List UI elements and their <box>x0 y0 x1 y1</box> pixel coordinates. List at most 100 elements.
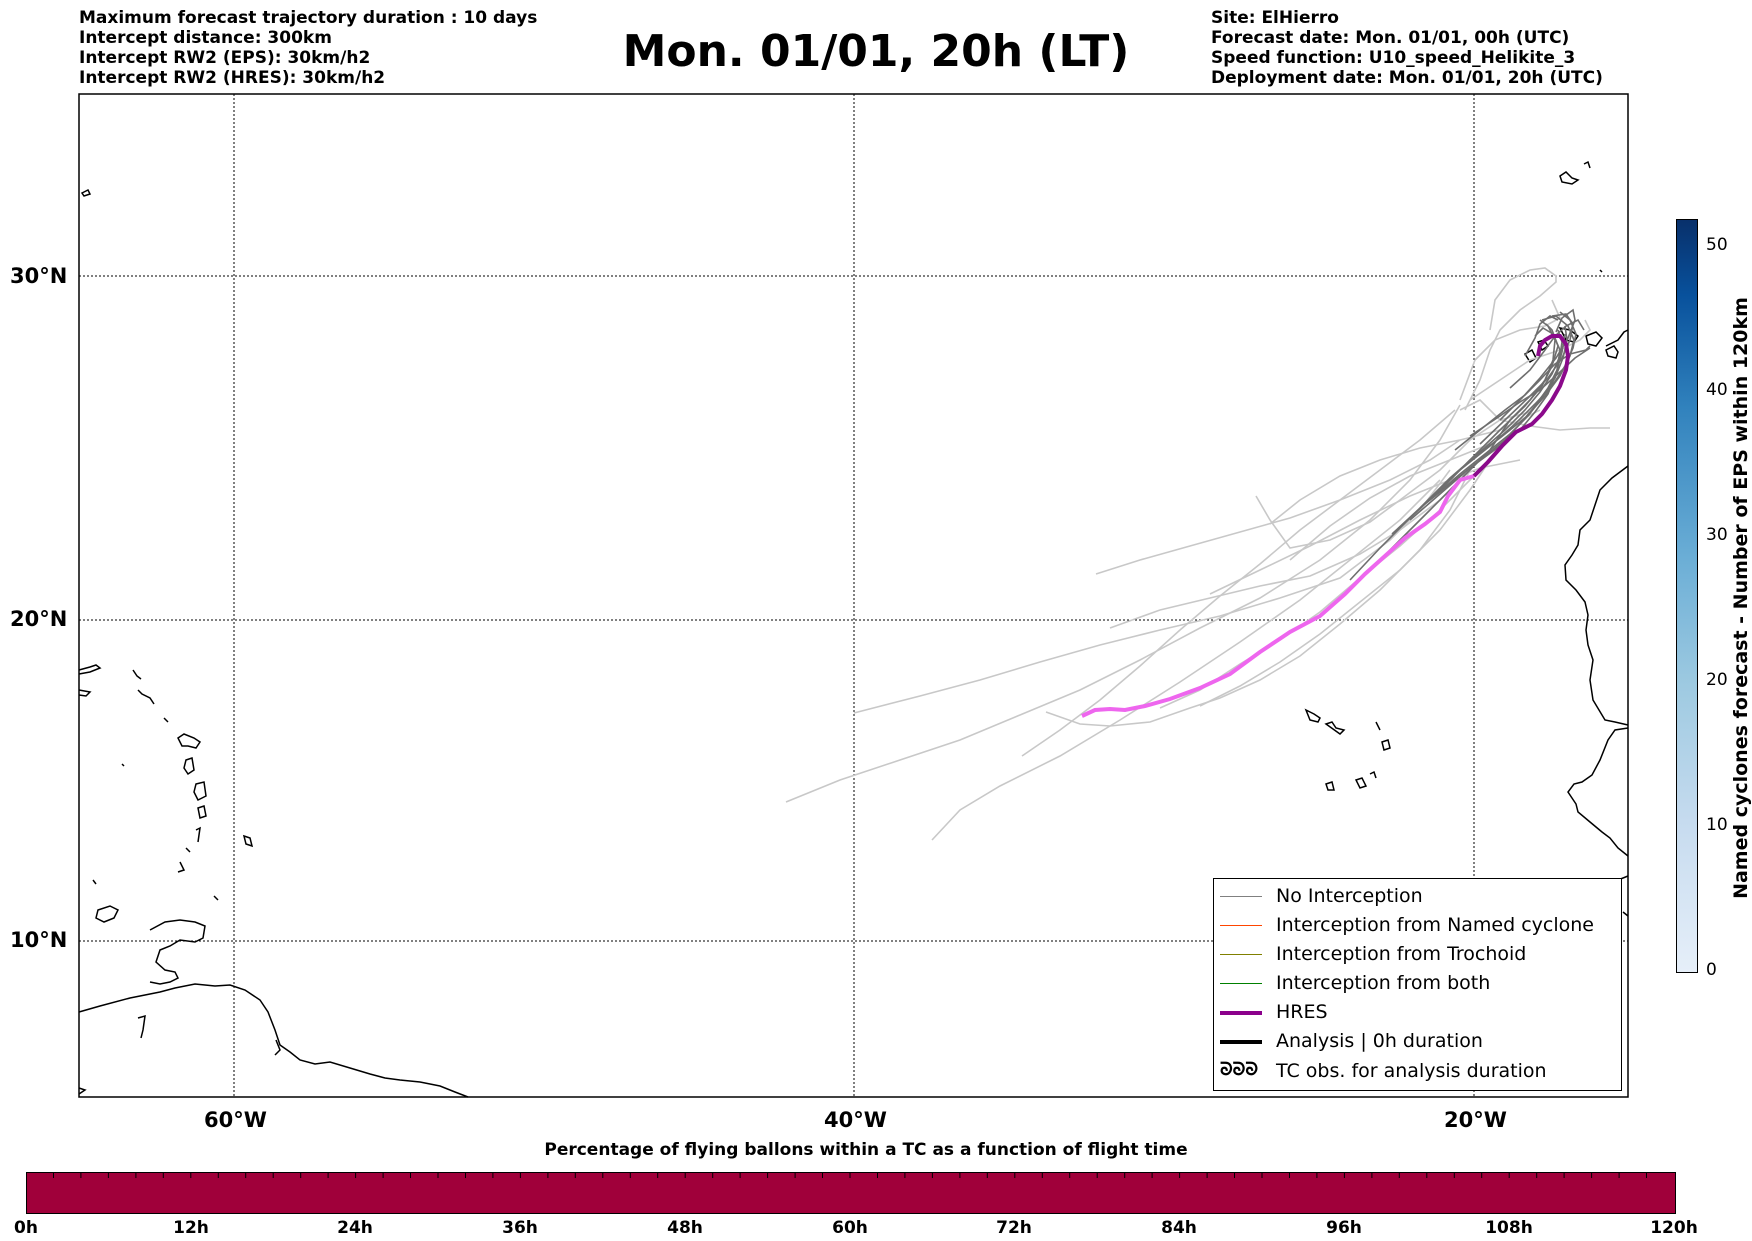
colorbar-tick: 0 <box>1706 960 1717 980</box>
legend-label: Analysis | 0h duration <box>1276 1030 1483 1052</box>
coast-barbados <box>242 834 254 848</box>
tc-obs-symbol-icon: ᘐᘐᘐ <box>1220 1059 1259 1080</box>
coast-cape-verde-island <box>1354 777 1368 789</box>
eps-trajectories-dark <box>1349 308 1591 581</box>
coast-island <box>177 861 186 873</box>
lat-label: 30°N <box>10 264 68 288</box>
legend-item: Interception from Named cyclone <box>1214 912 1621 940</box>
coast-venezuela <box>149 919 206 985</box>
flight-time-tick: 96h <box>1326 1218 1362 1238</box>
legend-item: HRES <box>1214 999 1621 1027</box>
coast-island <box>163 717 169 723</box>
header-left-line: Intercept distance: 300km <box>79 28 332 48</box>
map-legend: No Interception Interception from Named … <box>1213 878 1622 1091</box>
coast-cape-verde-island <box>1375 721 1381 731</box>
coast-island <box>121 763 125 767</box>
legend-item: Analysis | 0h duration <box>1214 1028 1621 1056</box>
coast-martinique <box>193 781 207 802</box>
colorbar-tick: 50 <box>1706 235 1728 255</box>
legend-swatch <box>1220 1040 1262 1044</box>
eps-trajectory <box>1095 439 1461 575</box>
legend-label: No Interception <box>1276 885 1423 907</box>
coast-cape-verde-island <box>1381 739 1391 751</box>
flight-time-tick: 72h <box>996 1218 1032 1238</box>
coast-cape-verde-island <box>1324 721 1346 735</box>
legend-swatch <box>1220 925 1262 926</box>
flight-time-tick: 108h <box>1485 1218 1533 1238</box>
coast-island <box>213 895 219 901</box>
eps-trajectory <box>1255 411 1531 549</box>
coast-island <box>195 826 201 843</box>
lon-label: 20°W <box>1444 1108 1507 1132</box>
flight-time-tick: 60h <box>832 1218 868 1238</box>
page-title: Mon. 01/01, 20h (LT) <box>622 26 1130 77</box>
graticule <box>79 94 1628 1097</box>
eps-count-colorbar <box>1676 219 1698 973</box>
coast-africa-north <box>1564 465 1629 726</box>
legend-label: HRES <box>1276 1001 1328 1023</box>
flight-time-colorbar <box>26 1172 1676 1214</box>
coast-island <box>1583 160 1591 169</box>
eps-trajectories-light <box>785 267 1610 841</box>
header-left-line: Maximum forecast trajectory duration : 1… <box>79 8 538 28</box>
header-left-line: Intercept RW2 (EPS): 30km/h2 <box>79 48 371 68</box>
colorbar-tick: 20 <box>1706 670 1728 690</box>
coast-island <box>132 669 142 680</box>
legend-item: Interception from Trochoid <box>1214 941 1621 969</box>
eps-trajectory <box>1289 443 1491 561</box>
flight-time-tick: 120h <box>1650 1218 1698 1238</box>
lat-label: 20°N <box>10 607 68 631</box>
map-frame <box>78 93 1629 1098</box>
coast-island <box>92 879 97 885</box>
legend-swatch <box>1220 954 1262 955</box>
eps-trajectory <box>1459 299 1562 401</box>
legend-swatch <box>1220 983 1262 984</box>
lon-label: 40°W <box>824 1108 887 1132</box>
header-right-line: Speed function: U10_speed_Helikite_3 <box>1211 48 1576 68</box>
coast-island <box>274 1039 281 1056</box>
flight-time-tick: 84h <box>1161 1218 1197 1238</box>
flight-time-tick: 36h <box>502 1218 538 1238</box>
coast-island <box>137 689 155 705</box>
bottom-colorbar-title: Percentage of flying ballons within a TC… <box>544 1140 1188 1160</box>
coast-island <box>185 847 191 853</box>
eps-trajectory <box>1109 469 1471 629</box>
coast-island <box>1605 345 1619 359</box>
coast-fuerteventura <box>1605 329 1629 347</box>
coast-gran-canaria <box>1585 331 1603 347</box>
coast-sa-edge <box>78 1087 87 1095</box>
header-right-line: Deployment date: Mon. 01/01, 20h (UTC) <box>1211 68 1603 88</box>
eps-trajectory <box>853 469 1451 714</box>
legend-swatch <box>1220 896 1262 897</box>
coast-cape-verde-island <box>1325 781 1335 791</box>
hres-trajectory <box>1081 474 1475 718</box>
flight-time-colorbar-ticks <box>53 1172 1647 1178</box>
flight-time-tick: 48h <box>667 1218 703 1238</box>
coast-africa-west <box>1567 727 1629 857</box>
header-right: Site: ElHierro Forecast date: Mon. 01/01… <box>1211 8 1603 88</box>
colorbar-tick: 10 <box>1706 815 1728 835</box>
legend-label: Interception from Named cyclone <box>1276 914 1594 936</box>
legend-label: Interception from Trochoid <box>1276 943 1527 965</box>
coast-puerto-rico <box>78 664 102 675</box>
eps-trajectory <box>1479 313 1574 445</box>
header-left-line: Intercept RW2 (HRES): 30km/h2 <box>79 68 386 88</box>
eps-trajectory <box>931 479 1441 841</box>
coast-bermuda <box>80 188 92 197</box>
coast-south-america <box>78 983 469 1098</box>
colorbar-label: Named cyclones forecast - Number of EPS … <box>1730 297 1752 899</box>
header-right-line: Forecast date: Mon. 01/01, 00h (UTC) <box>1211 28 1570 48</box>
legend-item: ᘐᘐᘐ TC obs. for analysis duration <box>1214 1058 1621 1086</box>
eps-trajectory <box>1199 459 1491 707</box>
legend-label: Interception from both <box>1276 972 1491 994</box>
coast-cape-verde-island <box>1304 708 1321 723</box>
colorbar-tick: 30 <box>1706 525 1728 545</box>
coast-dominica <box>183 757 195 776</box>
coast-st-lucia <box>197 805 207 819</box>
header-right-line: Site: ElHierro <box>1211 8 1339 28</box>
coast-island <box>137 1014 146 1039</box>
legend-swatch <box>1220 1011 1262 1015</box>
legend-label: TC obs. for analysis duration <box>1276 1060 1547 1082</box>
coast-island <box>95 905 120 923</box>
eps-trajectory <box>1464 267 1557 411</box>
